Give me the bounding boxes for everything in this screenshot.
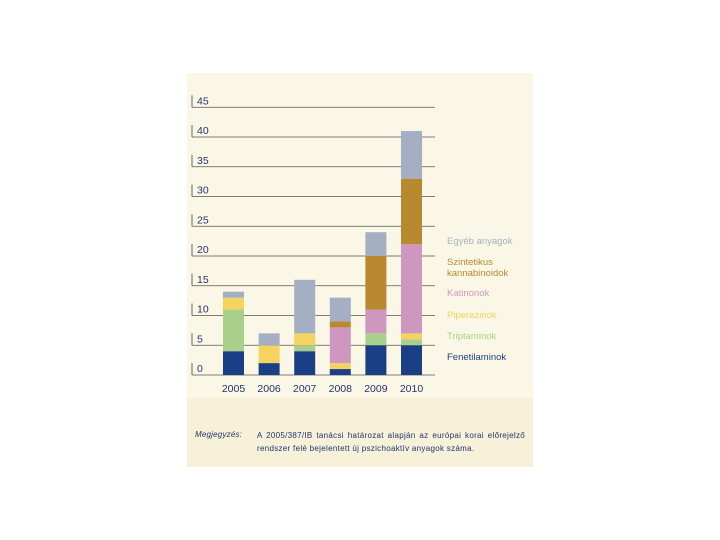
legend-entry-0: Egyéb anyagok	[447, 236, 513, 247]
bar-segment-2005-triptaminok	[223, 309, 244, 352]
bar-segment-2010-triptaminok	[401, 339, 422, 346]
y-tick-label-0: 0	[197, 363, 203, 375]
bar-segment-2005-egyéb-anyagok	[223, 291, 244, 298]
y-tick-label-30: 30	[197, 185, 209, 197]
legend-entry-1-line-0: Szintetikus	[447, 257, 493, 268]
bar-segment-2009-szintetikus-kannabinoidok	[365, 256, 387, 310]
legend: Egyéb anyagok Szintetikus kannabinoidok Kat…	[447, 236, 513, 363]
note-label: Megjegyzés:	[195, 430, 243, 439]
y-tick-label-20: 20	[197, 244, 209, 256]
bar-segment-2006-fenetilaminok	[258, 363, 280, 375]
bar-segment-2010-katinonok	[401, 244, 422, 334]
y-tick-label-10: 10	[197, 304, 209, 316]
bar-segment-2006-egyéb-anyagok	[258, 333, 280, 346]
bar-segment-2010-fenetilaminok	[401, 345, 422, 375]
bar-segment-2005-piperazinok	[223, 297, 244, 310]
bar-segment-2008-egyéb-anyagok	[329, 297, 351, 322]
bar-segment-2010-szintetikus-kannabinoidok	[401, 178, 422, 245]
x-tick-label-2005: 2005	[222, 383, 246, 395]
x-tick-label-2009: 2009	[364, 383, 388, 395]
bars	[223, 131, 422, 375]
legend-entry-4: Triptaminok	[447, 331, 497, 342]
y-tick-label-25: 25	[197, 214, 209, 226]
chart-note: Megjegyzés: A 2005/387/IB tanácsi határo…	[187, 398, 533, 467]
bar-segment-2009-egyéb-anyagok	[365, 232, 387, 256]
bar-segment-2009-triptaminok	[365, 333, 387, 346]
legend-entry-5: Fenetilaminok	[447, 352, 506, 363]
bar-segment-2009-katinonok	[365, 309, 387, 334]
y-tick-label-45: 45	[197, 95, 209, 107]
bar-segment-2008-fenetilaminok	[329, 369, 351, 375]
legend-entry-1: Szintetikus kannabinoidok	[447, 257, 509, 279]
x-tick-label-2008: 2008	[329, 383, 353, 395]
legend-entry-2: Katinonok	[447, 288, 490, 299]
bar-segment-2005-fenetilaminok	[223, 351, 244, 375]
bar-segment-2006-piperazinok	[258, 345, 280, 364]
y-tick-label-35: 35	[197, 155, 209, 167]
note-text: A 2005/387/IB tanácsi határozat alapján …	[257, 431, 525, 453]
gridlines: 0 5 10 15 20 25 30 35 40 45	[191, 95, 435, 376]
legend-entry-3: Piperazinok	[447, 310, 497, 321]
legend-entry-3-line-0: Piperazinok	[447, 310, 497, 321]
y-tick-label-15: 15	[197, 274, 209, 286]
bar-segment-2008-piperazinok	[329, 363, 351, 370]
bar-segment-2010-piperazinok	[401, 333, 422, 340]
y-tick-label-5: 5	[197, 333, 203, 345]
bar-segment-2007-triptaminok	[294, 345, 316, 352]
bar-segment-2007-egyéb-anyagok	[294, 279, 316, 334]
x-tick-label-2007: 2007	[293, 383, 317, 395]
legend-entry-5-line-0: Fenetilaminok	[447, 352, 506, 363]
legend-entry-1-line-1: kannabinoidok	[447, 268, 509, 279]
bar-segment-2008-katinonok	[329, 327, 351, 364]
bar-segment-2009-fenetilaminok	[365, 345, 387, 375]
bar-segment-2007-piperazinok	[294, 333, 316, 346]
x-axis-ticks: 2005 2006 2007 2008 2009 2010	[222, 383, 424, 395]
x-tick-label-2006: 2006	[257, 383, 281, 395]
legend-entry-4-line-0: Triptaminok	[447, 331, 497, 342]
bar-segment-2007-fenetilaminok	[294, 351, 316, 375]
bar-segment-2010-egyéb-anyagok	[401, 131, 422, 179]
bar-segment-2008-szintetikus-kannabinoidok	[329, 321, 351, 328]
legend-entry-0-line-0: Egyéb anyagok	[447, 236, 513, 247]
y-tick-label-40: 40	[197, 125, 209, 137]
legend-entry-2-line-0: Katinonok	[447, 288, 490, 299]
x-tick-label-2010: 2010	[400, 383, 424, 395]
